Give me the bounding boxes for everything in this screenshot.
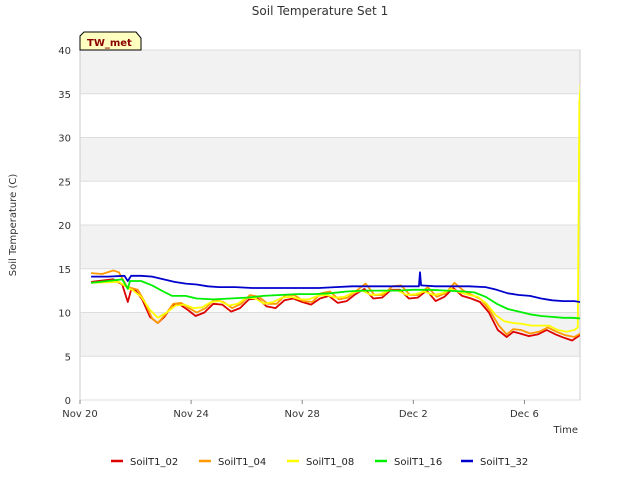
- x-axis-ticks: Nov 20 Nov 24 Nov 28 Dec 2 Dec 6: [62, 400, 539, 420]
- grid-lines: [80, 49, 580, 401]
- y-tick-label: 40: [58, 46, 71, 57]
- series-line-soilt1-04: [91, 269, 580, 338]
- x-tick-label: Dec 6: [510, 409, 539, 420]
- series-lines: [90, 81, 580, 342]
- plot-band: [80, 181, 580, 225]
- x-tick-label: Dec 2: [399, 409, 428, 420]
- legend-label: SoilT1_02: [130, 457, 178, 468]
- x-tick-label: Nov 20: [62, 409, 97, 420]
- x-axis-title: Time: [553, 425, 578, 436]
- y-tick-label: 15: [58, 265, 71, 276]
- y-tick-label: 5: [65, 352, 71, 363]
- plot-band: [80, 225, 580, 269]
- y-axis-title: Soil Temperature (C): [8, 174, 19, 277]
- y-tick-label: 10: [58, 309, 71, 320]
- series-line-soilt1-32: [91, 271, 580, 303]
- station-label-box: TW_met: [79, 31, 142, 51]
- plot-band: [80, 312, 580, 357]
- y-axis-ticks: 0 5 10 15 20 25 30 35 40: [58, 46, 71, 407]
- y-tick-label: 35: [58, 90, 71, 101]
- y-tick-label: 20: [58, 221, 71, 232]
- station-label: TW_met: [87, 38, 132, 49]
- plot-band: [80, 356, 580, 400]
- plot-band: [80, 137, 580, 182]
- plot-bands: [80, 50, 580, 400]
- y-tick-label: 0: [65, 396, 71, 407]
- x-tick-label: Nov 28: [285, 409, 320, 420]
- plot-band: [80, 93, 580, 138]
- plot-band: [80, 50, 580, 94]
- legend-label: SoilT1_08: [306, 457, 354, 468]
- series-line-soilt1-16: [91, 278, 580, 320]
- x-tick-label: Nov 24: [173, 409, 208, 420]
- legend-label: SoilT1_16: [394, 457, 442, 468]
- y-tick-label: 30: [58, 134, 71, 145]
- y-tick-label: 25: [58, 177, 71, 188]
- legend-label: SoilT1_04: [218, 457, 266, 468]
- chart-title: Soil Temperature Set 1: [252, 4, 388, 18]
- legend-label: SoilT1_32: [480, 457, 528, 468]
- legend: SoilT1_02 SoilT1_04 SoilT1_08 SoilT1_16 Soil…: [111, 457, 528, 468]
